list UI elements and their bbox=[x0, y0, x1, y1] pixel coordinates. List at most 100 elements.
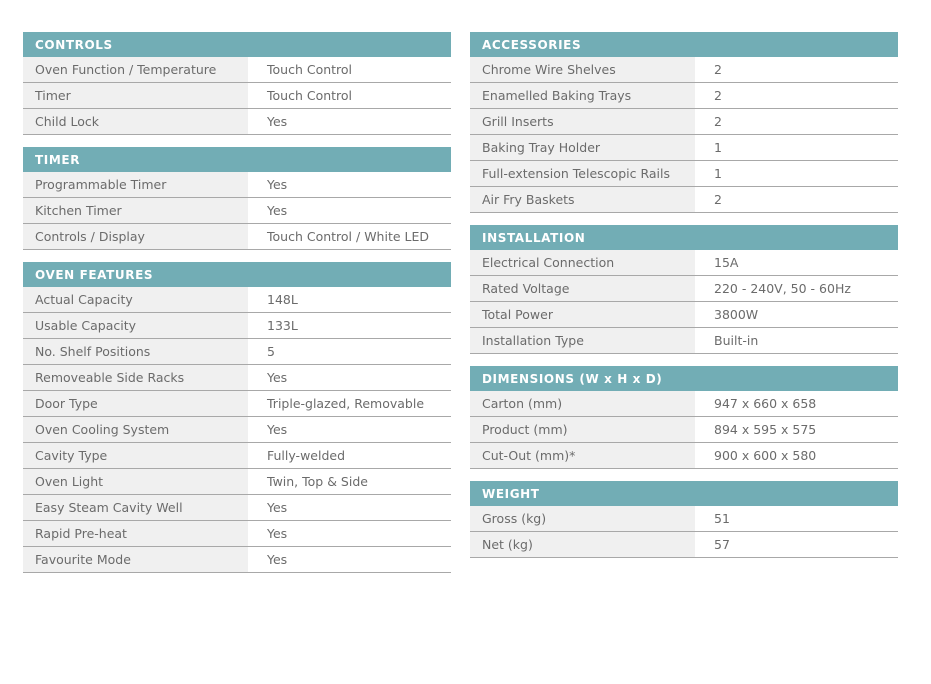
spec-value: Yes bbox=[267, 370, 288, 385]
table-row: Timer Touch Control bbox=[23, 83, 451, 109]
spec-label: Oven Light bbox=[23, 469, 248, 494]
spec-label: Grill Inserts bbox=[470, 109, 695, 134]
spec-label: Cut-Out (mm)* bbox=[470, 443, 695, 468]
table-row: Controls / Display Touch Control / White … bbox=[23, 224, 451, 250]
spec-label: Electrical Connection bbox=[470, 250, 695, 275]
spec-value: 1 bbox=[714, 140, 722, 155]
table-row: Grill Inserts 2 bbox=[470, 109, 898, 135]
spec-table-weight: WEIGHT Gross (kg) 51 Net (kg) 57 bbox=[470, 481, 898, 558]
spec-value: Yes bbox=[267, 114, 288, 129]
spec-value: Yes bbox=[267, 177, 288, 192]
spec-value: 133L bbox=[267, 318, 298, 333]
spec-value: 894 x 595 x 575 bbox=[714, 422, 817, 437]
table-row: Electrical Connection 15A bbox=[470, 250, 898, 276]
table-row: Child Lock Yes bbox=[23, 109, 451, 135]
spec-value: Touch Control / White LED bbox=[267, 229, 429, 244]
table-row: Product (mm) 894 x 595 x 575 bbox=[470, 417, 898, 443]
table-row: Programmable Timer Yes bbox=[23, 172, 451, 198]
table-row: Enamelled Baking Trays 2 bbox=[470, 83, 898, 109]
table-row: Total Power 3800W bbox=[470, 302, 898, 328]
spec-value: 5 bbox=[267, 344, 275, 359]
section-header: WEIGHT bbox=[470, 481, 898, 506]
spec-label: Total Power bbox=[470, 302, 695, 327]
spec-value: 3800W bbox=[714, 307, 759, 322]
spec-label: Cavity Type bbox=[23, 443, 248, 468]
table-row: Cut-Out (mm)* 900 x 600 x 580 bbox=[470, 443, 898, 469]
table-row: Carton (mm) 947 x 660 x 658 bbox=[470, 391, 898, 417]
table-row: Kitchen Timer Yes bbox=[23, 198, 451, 224]
spec-table-timer: TIMER Programmable Timer Yes Kitchen Timer Y… bbox=[23, 147, 451, 250]
table-row: Rapid Pre-heat Yes bbox=[23, 521, 451, 547]
table-row: No. Shelf Positions 5 bbox=[23, 339, 451, 365]
spec-label: Child Lock bbox=[23, 109, 248, 134]
spec-label: Full-extension Telescopic Rails bbox=[470, 161, 695, 186]
spec-value: Triple-glazed, Removable bbox=[267, 396, 425, 411]
spec-value: 51 bbox=[714, 511, 730, 526]
spec-value: Touch Control bbox=[267, 62, 353, 77]
table-row: Chrome Wire Shelves 2 bbox=[470, 57, 898, 83]
table-row: Easy Steam Cavity Well Yes bbox=[23, 495, 451, 521]
spec-value: 2 bbox=[714, 114, 722, 129]
spec-value: 1 bbox=[714, 166, 722, 181]
spec-value: 947 x 660 x 658 bbox=[714, 396, 817, 411]
spec-label: Removeable Side Racks bbox=[23, 365, 248, 390]
spec-label: Usable Capacity bbox=[23, 313, 248, 338]
spec-value: Yes bbox=[267, 526, 288, 541]
table-row: Actual Capacity 148L bbox=[23, 287, 451, 313]
left-column: CONTROLS Oven Function / Temperature Touch… bbox=[23, 32, 451, 573]
spec-label: Installation Type bbox=[470, 328, 695, 353]
spec-value: 2 bbox=[714, 62, 722, 77]
spec-label: Kitchen Timer bbox=[23, 198, 248, 223]
table-row: Gross (kg) 51 bbox=[470, 506, 898, 532]
table-row: Full-extension Telescopic Rails 1 bbox=[470, 161, 898, 187]
spec-label: Timer bbox=[23, 83, 248, 108]
table-row: Oven Light Twin, Top & Side bbox=[23, 469, 451, 495]
spec-table-accessories: ACCESSORIES Chrome Wire Shelves 2 Enamelled… bbox=[470, 32, 898, 213]
spec-value: Yes bbox=[267, 552, 288, 567]
spec-label: Oven Cooling System bbox=[23, 417, 248, 442]
table-row: Cavity Type Fully-welded bbox=[23, 443, 451, 469]
spec-value: Yes bbox=[267, 203, 288, 218]
spec-table-dimensions-w-x-h-x-d: DIMENSIONS (W x H x D) Carton (mm) 947 x 6… bbox=[470, 366, 898, 469]
spec-label: Product (mm) bbox=[470, 417, 695, 442]
table-row: Removeable Side Racks Yes bbox=[23, 365, 451, 391]
table-row: Usable Capacity 133L bbox=[23, 313, 451, 339]
spec-label: Baking Tray Holder bbox=[470, 135, 695, 160]
spec-label: Favourite Mode bbox=[23, 547, 248, 572]
spec-value: Fully-welded bbox=[267, 448, 346, 463]
section-header: DIMENSIONS (W x H x D) bbox=[470, 366, 898, 391]
right-column: ACCESSORIES Chrome Wire Shelves 2 Enamelled… bbox=[470, 32, 898, 558]
spec-value: 2 bbox=[714, 192, 722, 207]
spec-label: Gross (kg) bbox=[470, 506, 695, 531]
spec-label: No. Shelf Positions bbox=[23, 339, 248, 364]
spec-label: Carton (mm) bbox=[470, 391, 695, 416]
spec-label: Rated Voltage bbox=[470, 276, 695, 301]
table-row: Oven Cooling System Yes bbox=[23, 417, 451, 443]
spec-label: Controls / Display bbox=[23, 224, 248, 249]
spec-value: 900 x 600 x 580 bbox=[714, 448, 817, 463]
spec-value: Yes bbox=[267, 422, 288, 437]
section-header: CONTROLS bbox=[23, 32, 451, 57]
spec-label: Net (kg) bbox=[470, 532, 695, 557]
spec-label: Enamelled Baking Trays bbox=[470, 83, 695, 108]
section-header: TIMER bbox=[23, 147, 451, 172]
spec-value: 57 bbox=[714, 537, 730, 552]
spec-value: Twin, Top & Side bbox=[267, 474, 368, 489]
table-row: Rated Voltage 220 - 240V, 50 - 60Hz bbox=[470, 276, 898, 302]
section-header: INSTALLATION bbox=[470, 225, 898, 250]
spec-table-controls: CONTROLS Oven Function / Temperature Touch… bbox=[23, 32, 451, 135]
spec-label: Door Type bbox=[23, 391, 248, 416]
spec-value: Yes bbox=[267, 500, 288, 515]
spec-value: 148L bbox=[267, 292, 298, 307]
spec-label: Actual Capacity bbox=[23, 287, 248, 312]
spec-table-installation: INSTALLATION Electrical Connection 15A Rate… bbox=[470, 225, 898, 354]
section-header: OVEN FEATURES bbox=[23, 262, 451, 287]
spec-label: Air Fry Baskets bbox=[470, 187, 695, 212]
spec-value: Touch Control bbox=[267, 88, 353, 103]
section-header: ACCESSORIES bbox=[470, 32, 898, 57]
table-row: Installation Type Built-in bbox=[470, 328, 898, 354]
spec-table-oven-features: OVEN FEATURES Actual Capacity 148L Usable C… bbox=[23, 262, 451, 573]
spec-label: Rapid Pre-heat bbox=[23, 521, 248, 546]
spec-value: Built-in bbox=[714, 333, 759, 348]
table-row: Air Fry Baskets 2 bbox=[470, 187, 898, 213]
